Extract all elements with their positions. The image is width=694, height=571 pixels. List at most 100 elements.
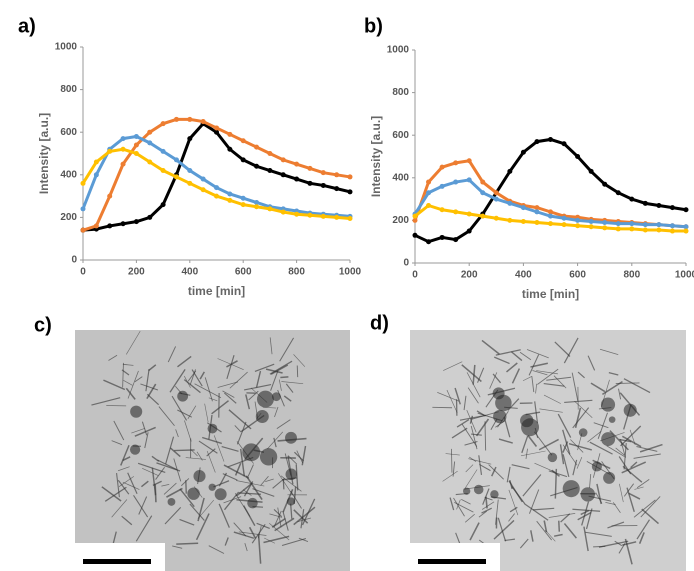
data-point bbox=[214, 193, 219, 199]
fiber bbox=[234, 462, 242, 476]
fiber bbox=[608, 372, 619, 376]
aggregate bbox=[285, 468, 297, 481]
fiber bbox=[537, 368, 559, 385]
fiber bbox=[198, 440, 218, 454]
fiber bbox=[277, 507, 282, 528]
data-point bbox=[426, 179, 432, 185]
y-tick-label: 400 bbox=[392, 172, 409, 183]
micrograph bbox=[410, 330, 686, 571]
fiber bbox=[140, 383, 159, 391]
data-point bbox=[602, 220, 608, 226]
fiber bbox=[243, 505, 256, 527]
data-point bbox=[561, 141, 567, 147]
fiber bbox=[585, 508, 593, 530]
data-point bbox=[160, 121, 166, 127]
fiber bbox=[562, 444, 578, 466]
data-point bbox=[334, 172, 340, 178]
fiber bbox=[148, 364, 157, 372]
fiber bbox=[531, 376, 535, 393]
aggregate bbox=[603, 471, 616, 484]
fiber bbox=[619, 483, 624, 503]
fiber bbox=[489, 372, 498, 389]
fiber bbox=[498, 438, 513, 444]
data-point bbox=[507, 168, 513, 174]
fiber bbox=[290, 503, 293, 519]
x-tick-label: 400 bbox=[515, 270, 532, 281]
y-tick-label: 0 bbox=[71, 255, 77, 266]
fiber bbox=[125, 387, 136, 400]
fiber bbox=[612, 502, 621, 513]
fiber bbox=[244, 384, 272, 391]
fiber bbox=[293, 509, 309, 524]
y-tick-label: 400 bbox=[60, 169, 77, 180]
data-point bbox=[534, 220, 540, 226]
fiber bbox=[563, 523, 577, 539]
fiber bbox=[151, 467, 157, 496]
data-point bbox=[173, 157, 179, 163]
fiber bbox=[293, 506, 316, 526]
fiber bbox=[532, 370, 548, 376]
fiber bbox=[622, 541, 637, 546]
fiber bbox=[228, 409, 252, 430]
fiber bbox=[619, 438, 632, 443]
fiber bbox=[223, 392, 237, 404]
y-tick-label: 600 bbox=[60, 127, 77, 138]
fiber bbox=[183, 375, 191, 388]
fiber bbox=[117, 466, 130, 472]
data-point bbox=[214, 185, 219, 191]
fiber bbox=[576, 456, 583, 469]
data-point bbox=[615, 221, 621, 227]
panel-label: a) bbox=[18, 15, 36, 37]
data-point bbox=[615, 226, 621, 232]
fiber bbox=[511, 464, 530, 470]
fiber bbox=[463, 395, 467, 411]
fiber bbox=[477, 367, 485, 383]
fiber bbox=[638, 532, 645, 544]
aggregate bbox=[578, 428, 588, 437]
fiber bbox=[238, 492, 261, 495]
fiber bbox=[224, 537, 229, 546]
fiber bbox=[493, 519, 515, 540]
aggregate bbox=[547, 452, 558, 463]
data-point bbox=[493, 215, 499, 221]
fiber bbox=[464, 513, 475, 523]
fiber bbox=[167, 346, 177, 363]
data-point bbox=[80, 180, 86, 186]
data-point bbox=[107, 223, 113, 229]
fiber bbox=[478, 510, 487, 518]
data-point bbox=[107, 193, 113, 199]
fiber bbox=[270, 370, 279, 391]
fiber bbox=[628, 492, 641, 500]
fiber bbox=[206, 448, 216, 457]
aggregate bbox=[130, 405, 143, 418]
fiber bbox=[137, 462, 166, 474]
fiber bbox=[641, 508, 659, 525]
data-point bbox=[334, 214, 340, 220]
data-point bbox=[520, 149, 526, 155]
fiber bbox=[451, 448, 453, 473]
data-point bbox=[187, 116, 193, 122]
fiber bbox=[446, 389, 458, 413]
fiber bbox=[532, 507, 555, 511]
data-point bbox=[294, 176, 300, 182]
data-point bbox=[507, 217, 513, 223]
x-tick-label: 1000 bbox=[339, 267, 362, 278]
data-point bbox=[683, 207, 689, 213]
fiber bbox=[528, 354, 540, 376]
panel-label: d) bbox=[370, 312, 389, 334]
fiber bbox=[511, 486, 526, 505]
aggregate bbox=[562, 480, 580, 498]
x-tick-label: 600 bbox=[235, 267, 252, 278]
x-tick-label: 200 bbox=[128, 267, 145, 278]
data-point bbox=[200, 187, 206, 193]
scale-bar-box bbox=[410, 543, 500, 571]
data-point bbox=[439, 183, 445, 189]
fiber bbox=[633, 453, 661, 459]
fiber bbox=[491, 466, 497, 477]
fiber bbox=[113, 420, 125, 441]
fiber bbox=[103, 379, 126, 391]
aggregate bbox=[187, 487, 200, 500]
data-point bbox=[534, 139, 540, 145]
fiber bbox=[164, 506, 182, 525]
fiber bbox=[626, 487, 635, 513]
